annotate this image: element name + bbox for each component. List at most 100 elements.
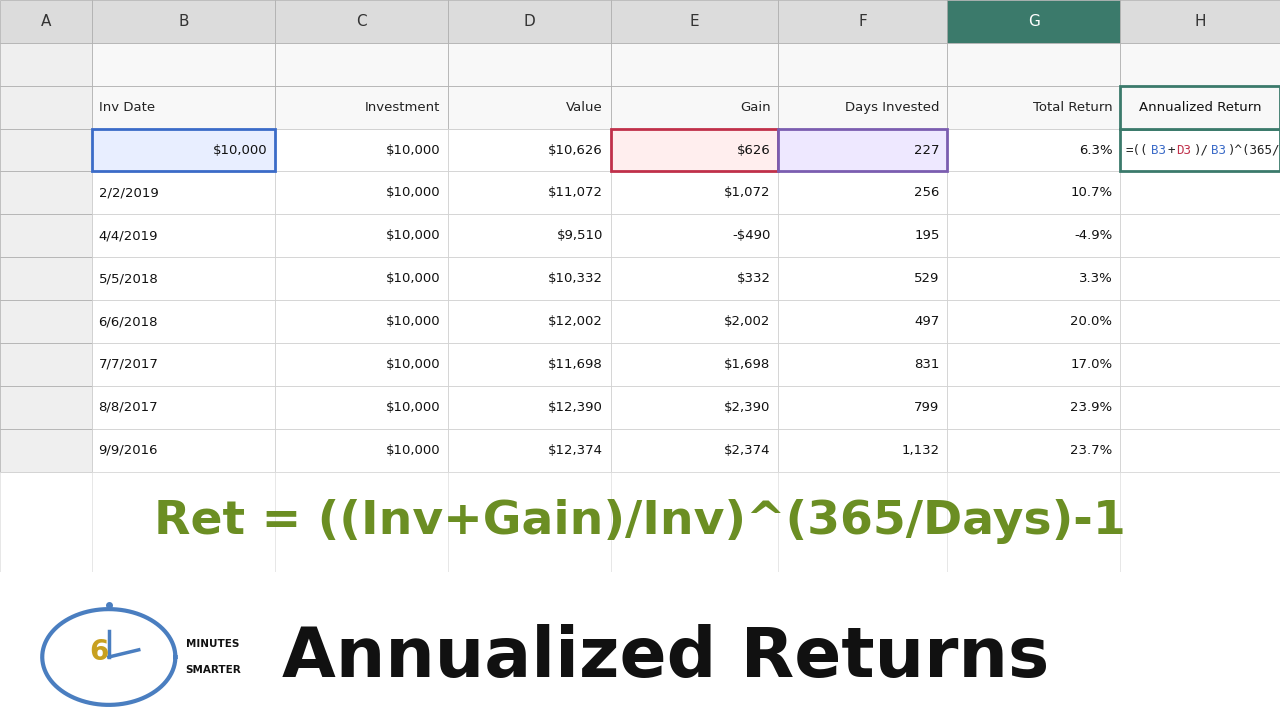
Text: MINUTES: MINUTES [186,639,239,649]
Bar [275,0,448,43]
Text: D3: D3 [1176,143,1192,156]
Text: $2,374: $2,374 [724,444,771,456]
Bar [275,215,448,257]
Text: 831: 831 [914,358,940,371]
Text: 227: 227 [914,143,940,156]
Bar [611,386,778,428]
Bar [92,129,275,171]
Text: $626: $626 [737,143,771,156]
Text: $10,626: $10,626 [548,143,603,156]
Text: SMARTER: SMARTER [186,665,242,675]
Bar [778,300,947,343]
Bar [778,386,947,428]
Bar [778,86,947,129]
Bar [92,43,275,86]
Bar [1120,0,1280,43]
Bar [275,386,448,428]
Text: -$490: -$490 [732,229,771,243]
Bar [92,129,275,171]
Text: $10,000: $10,000 [385,143,440,156]
Text: $10,332: $10,332 [548,272,603,285]
Bar [611,343,778,386]
Bar [0,43,92,86]
Bar [947,386,1120,428]
Text: Annualized Return: Annualized Return [1139,101,1261,114]
Bar [0,86,92,129]
Text: H: H [1194,14,1206,29]
Text: G: G [1028,14,1039,29]
Bar [0,215,92,257]
Text: 17.0%: 17.0% [1070,358,1112,371]
Bar [947,43,1120,86]
Bar [0,171,92,215]
Bar [0,343,92,386]
Text: C: C [356,14,367,29]
Bar [778,0,947,43]
Text: F: F [859,14,867,29]
Bar [1120,428,1280,472]
Text: Annualized Return: Annualized Return [1149,101,1272,114]
Bar [448,428,611,472]
Text: B3: B3 [1151,143,1166,156]
Bar [1120,129,1280,171]
Bar [611,300,778,343]
Text: 7/7/2017: 7/7/2017 [99,358,159,371]
Text: A: A [41,14,51,29]
Text: =((: =(( [1125,143,1148,156]
Bar [92,86,275,129]
Text: Investment: Investment [365,101,440,114]
Bar [448,257,611,300]
Bar [275,43,448,86]
Text: $2,002: $2,002 [724,315,771,328]
Bar [1120,86,1280,129]
Bar [611,215,778,257]
Text: Value: Value [566,101,603,114]
Bar [947,129,1120,171]
Text: 799: 799 [914,401,940,414]
Text: 5/5/2018: 5/5/2018 [99,272,159,285]
Bar [611,428,778,472]
Bar [947,171,1120,215]
Bar [947,428,1120,472]
Bar [0,300,92,343]
Text: $9,510: $9,510 [557,229,603,243]
Text: 256: 256 [914,186,940,199]
Bar [611,43,778,86]
Bar [448,0,611,43]
Text: Total Return: Total Return [1033,101,1112,114]
Text: $10,000: $10,000 [385,315,440,328]
Text: 20.0%: 20.0% [1070,315,1112,328]
Bar [778,129,947,171]
Bar [611,129,778,171]
Bar [1120,129,1280,171]
Text: $10,000: $10,000 [385,444,440,456]
Bar [1120,343,1280,386]
Bar [947,86,1120,129]
Text: 1,132: 1,132 [901,444,940,456]
Text: )/: )/ [1194,143,1208,156]
Bar [0,0,92,43]
Bar [1120,43,1280,86]
Bar [778,171,947,215]
Bar [275,428,448,472]
Bar [0,257,92,300]
Bar [947,0,1120,43]
Bar [611,0,778,43]
Bar [778,257,947,300]
Text: $12,390: $12,390 [548,401,603,414]
Bar [778,43,947,86]
Bar [611,171,778,215]
Bar [611,86,778,129]
Text: 10.7%: 10.7% [1070,186,1112,199]
Bar [275,129,448,171]
Text: 195: 195 [914,229,940,243]
Text: $10,000: $10,000 [385,229,440,243]
Bar [778,343,947,386]
Text: E: E [690,14,699,29]
Bar [92,343,275,386]
Text: Inv Date: Inv Date [99,101,155,114]
Bar [92,171,275,215]
Bar [1120,215,1280,257]
Text: $1,698: $1,698 [724,358,771,371]
Text: $10,000: $10,000 [385,401,440,414]
